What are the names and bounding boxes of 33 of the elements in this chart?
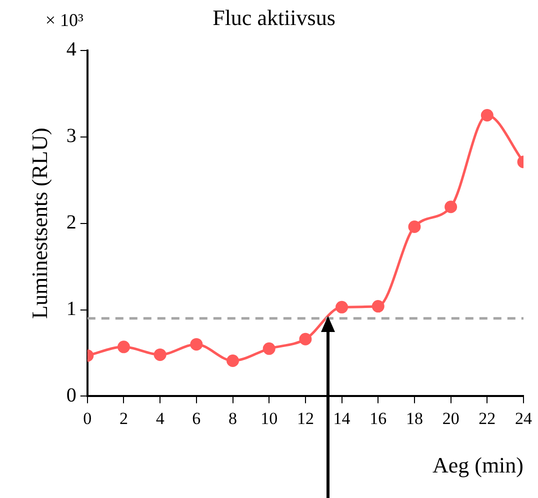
point <box>190 338 203 351</box>
x-tick-label: 14 <box>333 408 351 428</box>
point <box>480 108 494 122</box>
x-tick-label: 6 <box>192 408 201 428</box>
x-tick-label: 16 <box>370 408 387 428</box>
x-tick-label: 0 <box>83 408 92 428</box>
point <box>444 200 458 214</box>
x-tick-label: 18 <box>406 408 423 428</box>
x-tick-label: 20 <box>442 408 460 428</box>
x-tick-label: 24 <box>515 408 532 428</box>
x-tick-label: 10 <box>260 408 278 428</box>
point <box>154 348 166 361</box>
x-tick-label: 8 <box>228 408 238 428</box>
point <box>299 332 312 346</box>
x-tick-label: 12 <box>296 408 314 428</box>
point <box>262 342 276 355</box>
y-tick-label: 2 <box>66 212 76 234</box>
y-tick-label: 0 <box>66 384 76 406</box>
chart-title: Fluc aktiivsus <box>212 4 336 30</box>
x-tick-label: 4 <box>156 408 165 428</box>
y-tick-label: 4 <box>66 38 76 61</box>
x-tick-label: 22 <box>478 408 496 428</box>
x-axis-title: Aeg (min) <box>432 452 524 478</box>
point <box>372 300 384 313</box>
point <box>336 300 348 314</box>
point <box>226 354 240 368</box>
point <box>408 220 421 234</box>
y-tick-label: 1 <box>66 298 76 320</box>
y-axis-title: Luminestsents (RLU) <box>26 128 52 319</box>
point <box>117 340 130 354</box>
y-tick-label: 3 <box>66 125 76 148</box>
x-tick-label: 2 <box>119 408 128 428</box>
text: × 10³ <box>45 10 84 30</box>
